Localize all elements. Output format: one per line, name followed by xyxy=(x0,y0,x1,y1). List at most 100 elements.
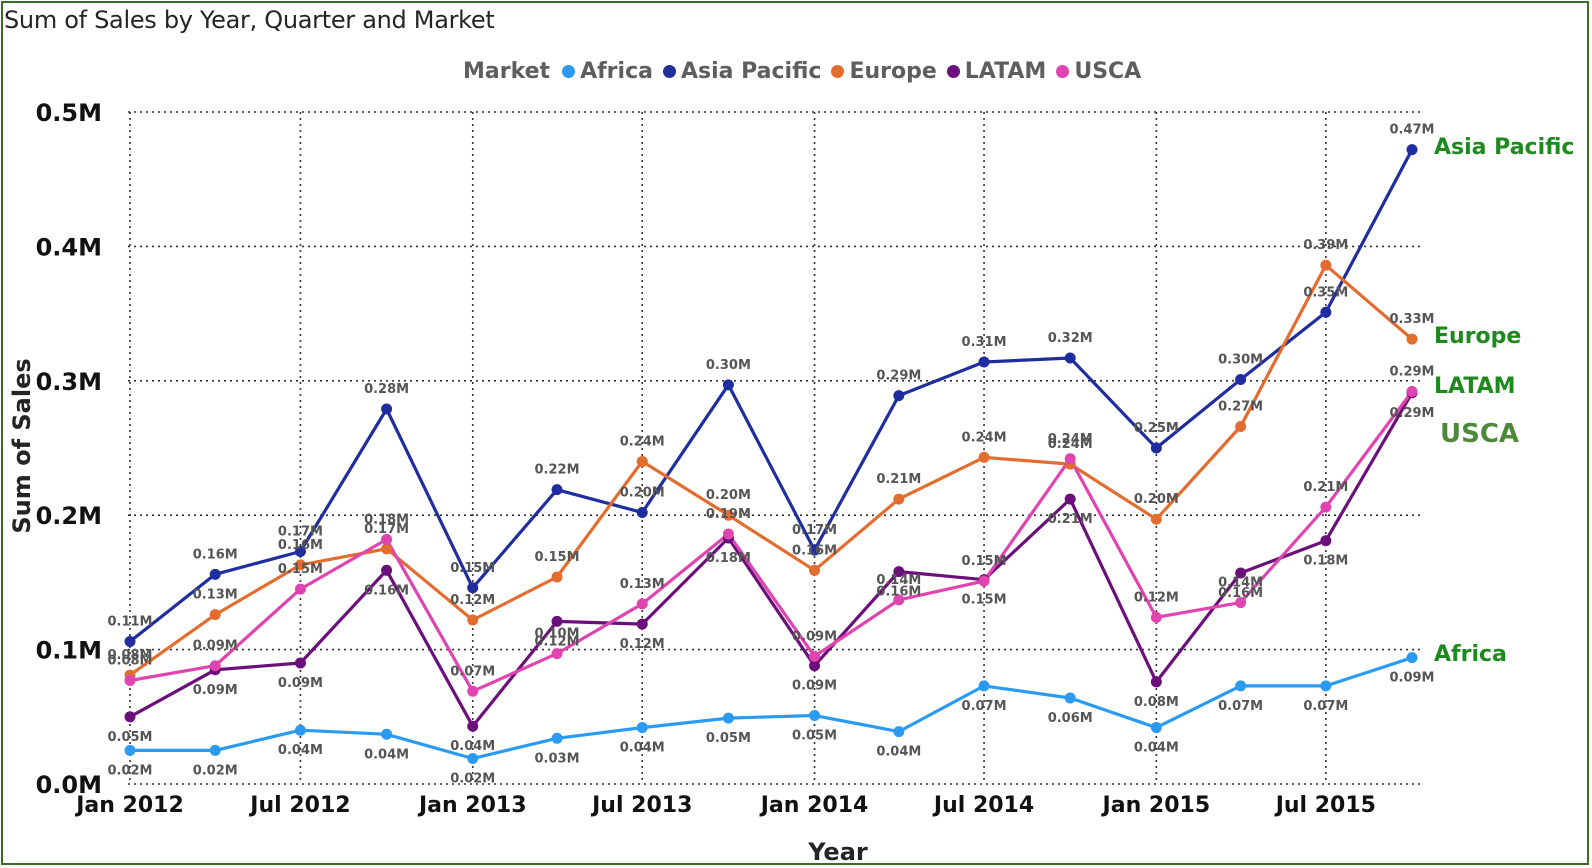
end-label-latam: LATAM xyxy=(1434,374,1516,399)
y-axis-ticks: 0.0M 0.1M 0.2M 0.3M 0.4M 0.5M xyxy=(36,99,102,799)
end-label-asia-pacific: Asia Pacific xyxy=(1434,135,1574,160)
data-point-asia-pacific[interactable] xyxy=(1406,144,1418,156)
data-point-europe[interactable] xyxy=(809,564,821,576)
data-point-asia-pacific[interactable] xyxy=(124,636,136,648)
data-point-latam[interactable] xyxy=(294,657,306,669)
data-point-asia-pacific[interactable] xyxy=(636,507,648,519)
data-point-usca[interactable] xyxy=(1064,453,1076,465)
data-point-usca[interactable] xyxy=(1320,501,1332,513)
data-point-africa[interactable] xyxy=(1235,680,1247,692)
data-point-latam[interactable] xyxy=(636,618,648,630)
data-point-latam[interactable] xyxy=(1064,493,1076,505)
legend-item-africa[interactable]: Africa xyxy=(562,59,653,84)
data-point-latam[interactable] xyxy=(1150,676,1162,688)
data-point-asia-pacific[interactable] xyxy=(978,356,990,368)
data-point-asia-pacific[interactable] xyxy=(722,379,734,391)
data-point-africa[interactable] xyxy=(1064,692,1076,704)
data-point-usca[interactable] xyxy=(893,594,905,606)
data-point-asia-pacific[interactable] xyxy=(893,390,905,402)
data-label-africa: 0.04M xyxy=(364,747,409,762)
data-point-usca[interactable] xyxy=(381,533,393,545)
data-point-asia-pacific[interactable] xyxy=(381,403,393,415)
data-point-africa[interactable] xyxy=(722,712,734,724)
data-point-europe[interactable] xyxy=(294,559,306,571)
data-label-africa: 0.02M xyxy=(450,771,495,786)
data-point-africa[interactable] xyxy=(1406,652,1418,664)
data-point-africa[interactable] xyxy=(551,732,563,744)
data-point-europe[interactable] xyxy=(209,609,221,621)
data-point-latam[interactable] xyxy=(893,566,905,578)
data-point-asia-pacific[interactable] xyxy=(1150,442,1162,454)
data-point-africa[interactable] xyxy=(1320,680,1332,692)
data-point-europe[interactable] xyxy=(893,493,905,505)
data-label-usca: 0.15M xyxy=(278,562,323,577)
data-point-latam[interactable] xyxy=(124,711,136,723)
data-point-africa[interactable] xyxy=(978,680,990,692)
legend-item-asia-pacific[interactable]: Asia Pacific xyxy=(662,58,822,84)
legend-item-usca[interactable]: USCA xyxy=(1056,59,1141,84)
data-point-asia-pacific[interactable] xyxy=(294,545,306,557)
data-point-africa[interactable] xyxy=(381,728,393,740)
data-point-usca[interactable] xyxy=(809,650,821,662)
data-label-usca: 0.21M xyxy=(1303,480,1348,495)
data-label-latam: 0.16M xyxy=(876,585,921,600)
data-point-latam[interactable] xyxy=(551,615,563,627)
data-label-africa: 0.07M xyxy=(1218,699,1263,714)
data-point-africa[interactable] xyxy=(294,724,306,736)
data-point-africa[interactable] xyxy=(467,752,479,764)
data-point-usca[interactable] xyxy=(1406,386,1418,398)
legend-label-asia-pacific: Asia Pacific xyxy=(680,58,822,84)
data-point-europe[interactable] xyxy=(1406,333,1418,345)
data-label-asia-pacific: 0.15M xyxy=(450,561,495,576)
data-point-asia-pacific[interactable] xyxy=(1064,352,1076,364)
data-point-usca[interactable] xyxy=(124,675,136,687)
data-point-asia-pacific[interactable] xyxy=(1320,306,1332,318)
data-point-africa[interactable] xyxy=(1150,722,1162,734)
data-point-europe[interactable] xyxy=(636,455,648,467)
data-point-europe[interactable] xyxy=(551,571,563,583)
data-point-latam[interactable] xyxy=(381,564,393,576)
data-point-usca[interactable] xyxy=(1150,611,1162,623)
data-point-europe[interactable] xyxy=(722,509,734,521)
data-point-asia-pacific[interactable] xyxy=(1235,373,1247,385)
data-label-asia-pacific: 0.11M xyxy=(107,615,152,630)
data-point-africa[interactable] xyxy=(124,744,136,756)
data-point-africa[interactable] xyxy=(893,726,905,738)
x-tick-label: Jul 2012 xyxy=(248,793,350,818)
data-point-asia-pacific[interactable] xyxy=(467,582,479,594)
data-label-latam: 0.16M xyxy=(364,583,409,598)
data-point-latam[interactable] xyxy=(1320,535,1332,547)
data-point-usca[interactable] xyxy=(294,583,306,595)
data-point-asia-pacific[interactable] xyxy=(809,544,821,556)
data-label-asia-pacific: 0.30M xyxy=(1218,352,1263,367)
data-point-europe[interactable] xyxy=(1150,513,1162,525)
data-point-usca[interactable] xyxy=(1235,597,1247,609)
legend-label-africa: Africa xyxy=(580,58,653,84)
data-point-usca[interactable] xyxy=(978,575,990,587)
data-point-latam[interactable] xyxy=(467,720,479,732)
data-point-usca[interactable] xyxy=(551,648,563,660)
series-line-latam xyxy=(129,392,1414,728)
data-point-africa[interactable] xyxy=(209,744,221,756)
data-point-europe[interactable] xyxy=(1235,420,1247,432)
legend-item-europe[interactable]: Europe xyxy=(831,59,937,84)
data-point-usca[interactable] xyxy=(636,598,648,610)
legend-item-latam[interactable]: LATAM xyxy=(946,59,1046,84)
data-point-latam[interactable] xyxy=(1235,567,1247,579)
data-point-europe[interactable] xyxy=(381,543,393,555)
data-point-africa[interactable] xyxy=(809,709,821,721)
data-point-latam[interactable] xyxy=(809,660,821,672)
data-point-africa[interactable] xyxy=(636,722,648,734)
data-point-usca[interactable] xyxy=(467,685,479,697)
data-point-asia-pacific[interactable] xyxy=(209,568,221,580)
data-label-latam: 0.12M xyxy=(620,637,665,652)
data-label-usca: 0.12M xyxy=(1134,590,1179,605)
data-label-asia-pacific: 0.35M xyxy=(1303,285,1348,300)
data-point-europe[interactable] xyxy=(1320,259,1332,271)
data-point-europe[interactable] xyxy=(467,614,479,626)
data-point-asia-pacific[interactable] xyxy=(551,484,563,496)
data-point-europe[interactable] xyxy=(978,451,990,463)
data-point-usca[interactable] xyxy=(722,528,734,540)
data-label-africa: 0.04M xyxy=(876,745,921,760)
data-point-usca[interactable] xyxy=(209,660,221,672)
